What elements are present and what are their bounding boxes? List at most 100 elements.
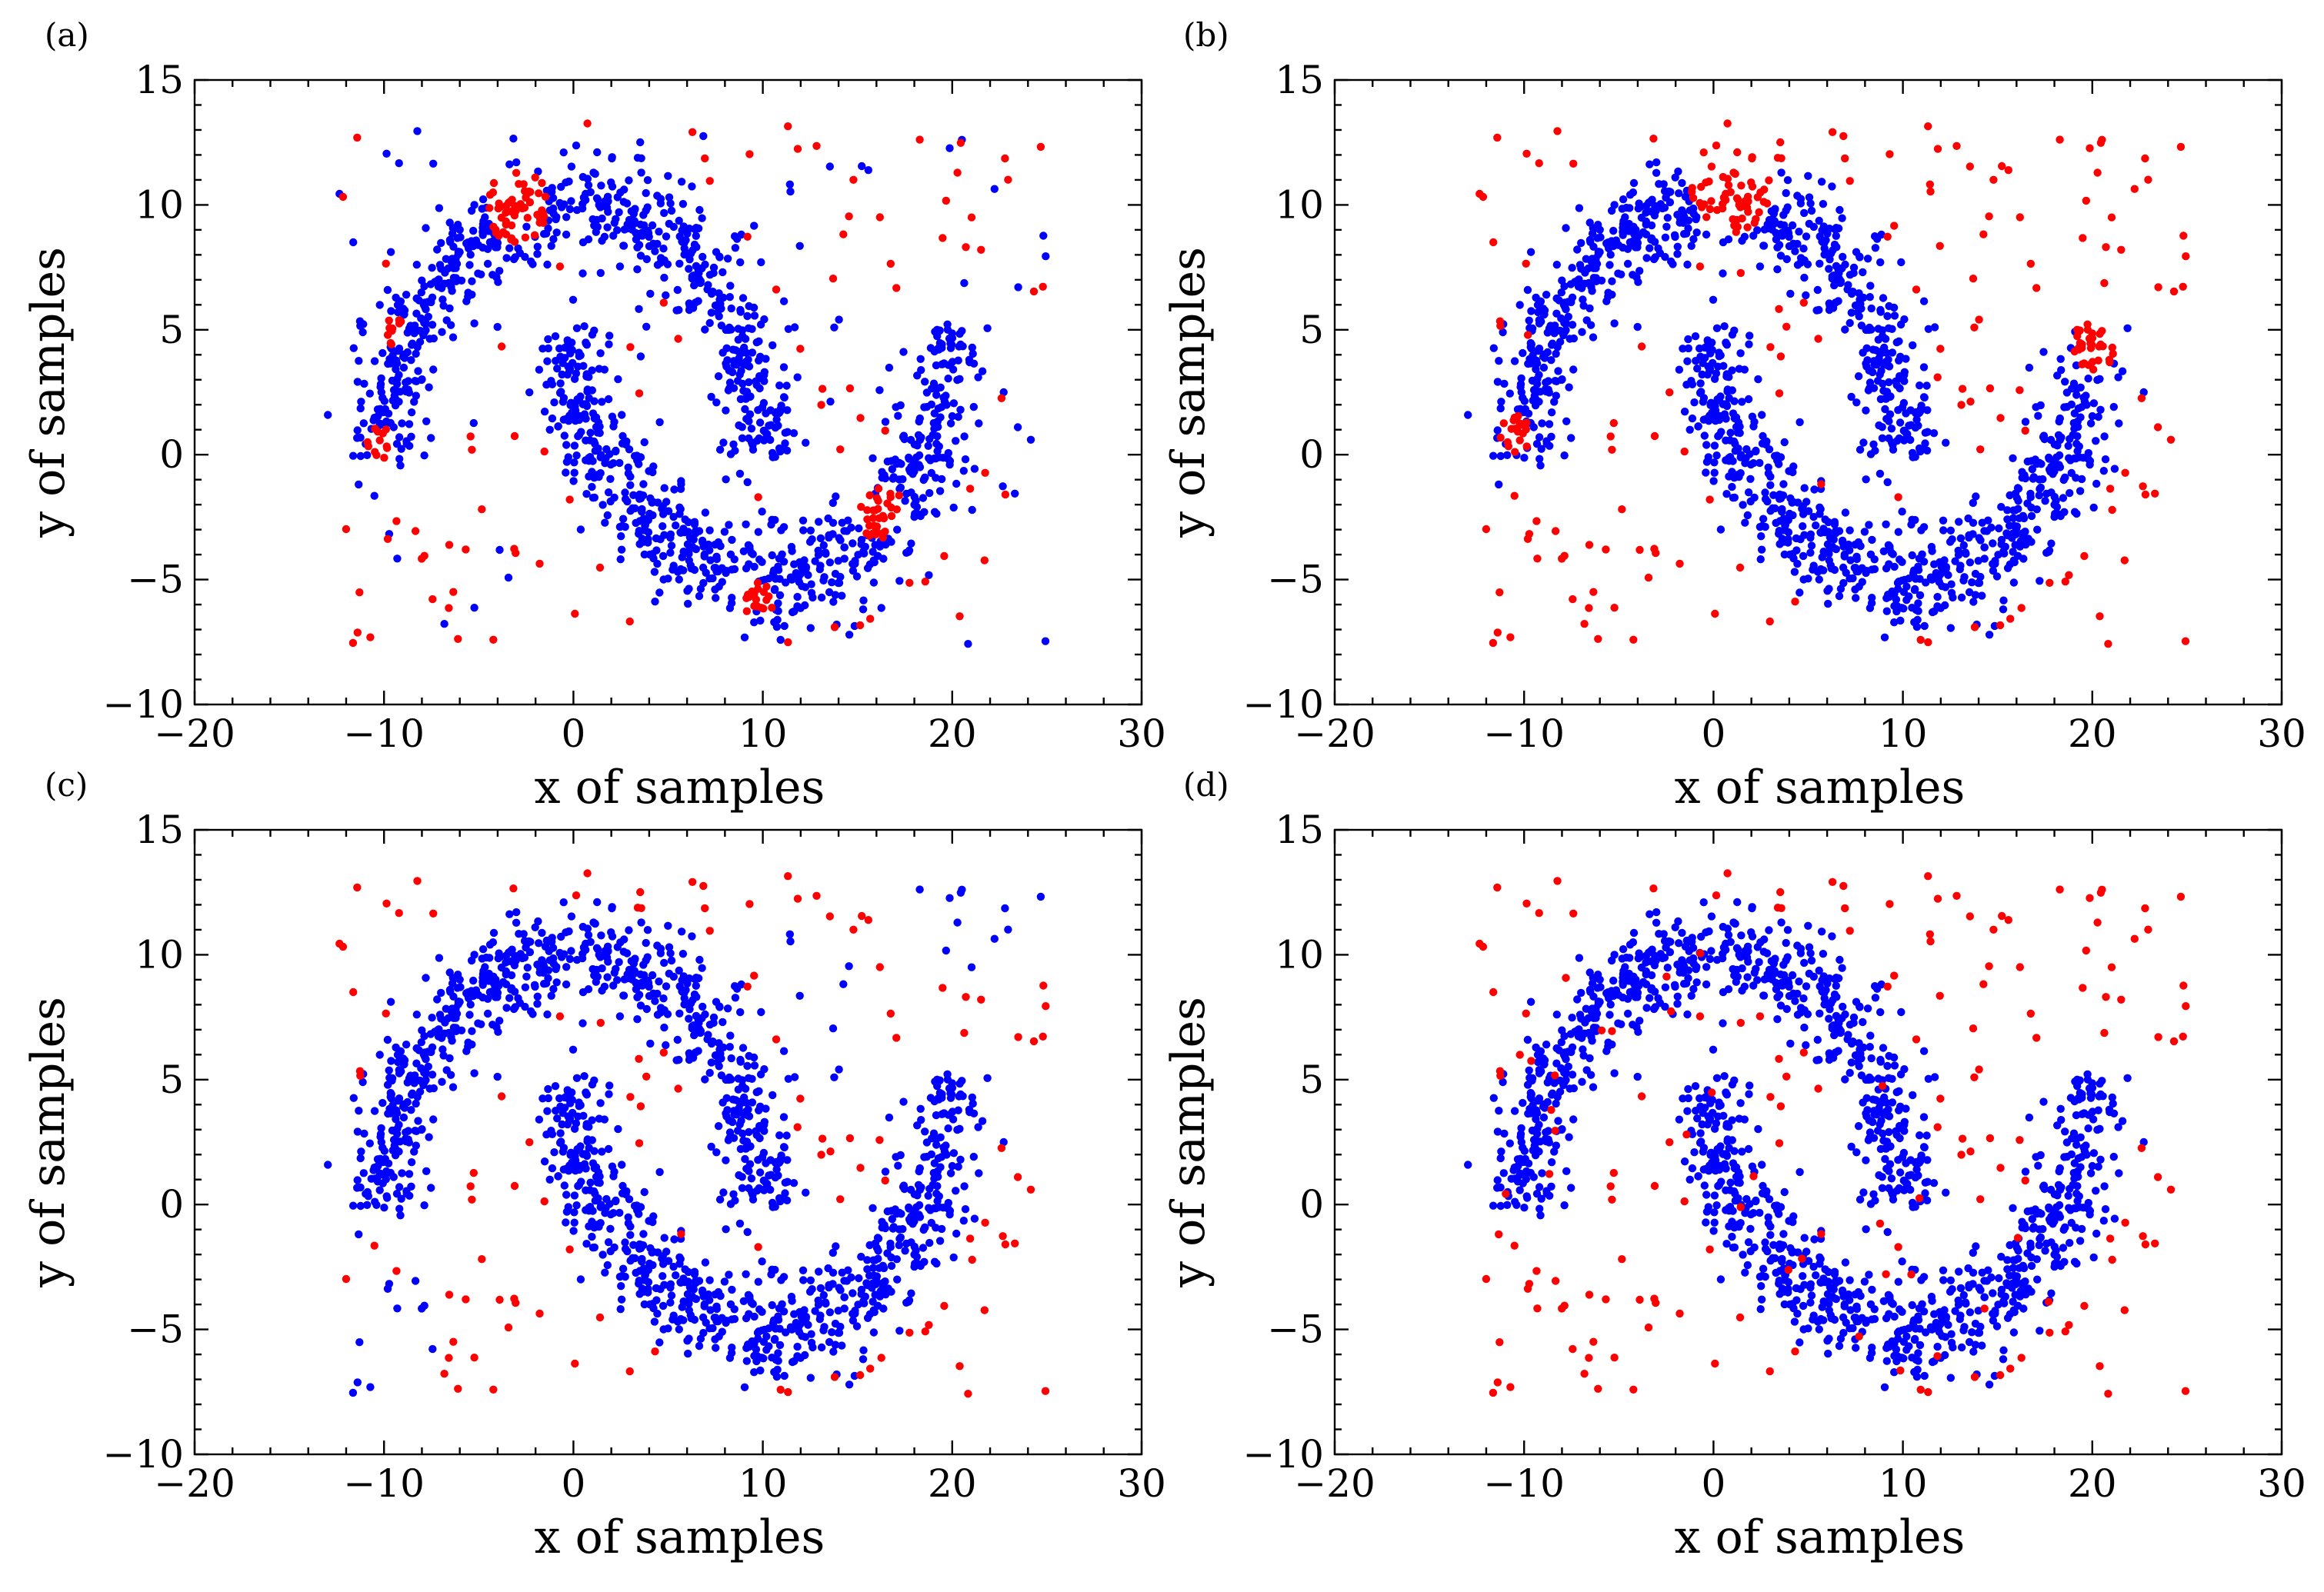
normal-point [1558,276,1566,285]
normal-point [641,521,649,531]
normal-point [921,1127,929,1136]
normal-point [619,241,628,250]
normal-point [777,526,785,535]
normal-point [1710,468,1719,477]
normal-point [1551,377,1559,385]
normal-point [562,963,571,971]
anomalous-point [353,133,362,142]
normal-point [699,132,708,141]
normal-point [745,1127,753,1137]
normal-point [1825,299,1833,308]
normal-point [705,1276,714,1284]
anomalous-point [1707,197,1715,205]
normal-point [974,373,982,381]
normal-point [457,276,466,285]
normal-point [566,401,575,409]
normal-point [424,1062,432,1071]
normal-point [916,511,925,521]
normal-point [1726,428,1735,437]
normal-point [915,461,923,469]
normal-point [597,931,605,940]
anomalous-point [1970,623,1979,631]
normal-point [1606,251,1615,259]
normal-point [714,1122,723,1131]
normal-point [1824,599,1832,608]
normal-point [944,1198,953,1207]
normal-point [1830,240,1839,249]
normal-point [729,357,739,365]
normal-point [582,436,590,445]
normal-point [1992,572,2002,581]
x-tick-label: −20 [1294,711,1375,756]
normal-point [930,1174,939,1183]
anomalous-point [796,345,805,353]
normal-point [582,1186,590,1194]
normal-point [685,265,693,273]
normal-point [1782,188,1790,198]
normal-point [581,400,589,408]
normal-point [1783,176,1792,185]
normal-point [2109,402,2118,411]
normal-point [712,594,720,602]
anomalous-point [743,232,752,241]
normal-point [2073,447,2082,455]
normal-point [1935,578,1943,586]
normal-point [648,221,657,230]
normal-point [1890,311,1899,320]
normal-point [1896,418,1905,427]
normal-point [1816,259,1824,268]
normal-point [538,928,546,938]
anomalous-point [1890,221,1899,230]
anomalous-point [1644,573,1653,582]
normal-point [1825,265,1833,273]
normal-point [1505,389,1515,398]
anomalous-point [863,506,872,515]
normal-point [407,356,415,365]
normal-point [422,1070,430,1078]
normal-point [464,292,472,301]
normal-point [834,578,842,588]
normal-point [816,1284,825,1293]
normal-point [454,248,462,256]
normal-point [819,1291,829,1300]
anomalous-point [1986,384,1995,393]
normal-point [938,344,946,352]
normal-point [573,1145,582,1154]
normal-point [1939,526,1948,535]
normal-point [847,1273,855,1282]
normal-point [707,308,715,317]
normal-point [852,1322,862,1331]
anomalous-point [2096,329,2104,338]
anomalous-point [392,517,401,525]
anomalous-point [428,595,437,604]
anomalous-point [2141,490,2150,499]
anomalous-point [1522,442,1531,451]
normal-point [754,406,762,415]
anomalous-point [1712,142,1721,150]
normal-point [749,1053,759,1062]
normal-point [1980,527,1989,535]
normal-point [2092,479,2101,488]
normal-point [1807,206,1816,215]
anomalous-point [2169,287,2179,296]
anomalous-point [674,335,682,343]
normal-point [956,405,965,414]
normal-point [386,997,395,1006]
normal-point [925,435,934,443]
normal-point [1645,244,1654,252]
normal-point [2002,529,2011,538]
normal-point [801,1333,810,1341]
normal-point [664,507,673,515]
normal-point [726,1200,735,1208]
normal-point [2084,375,2092,383]
normal-point [1965,531,1973,540]
anomalous-point [869,514,878,522]
anomalous-point [1606,432,1615,441]
normal-point [921,378,929,386]
normal-point [1796,418,1804,427]
normal-point [745,1160,755,1168]
normal-point [553,365,562,373]
normal-point [728,594,736,602]
normal-point [592,965,601,974]
normal-point [832,492,840,501]
